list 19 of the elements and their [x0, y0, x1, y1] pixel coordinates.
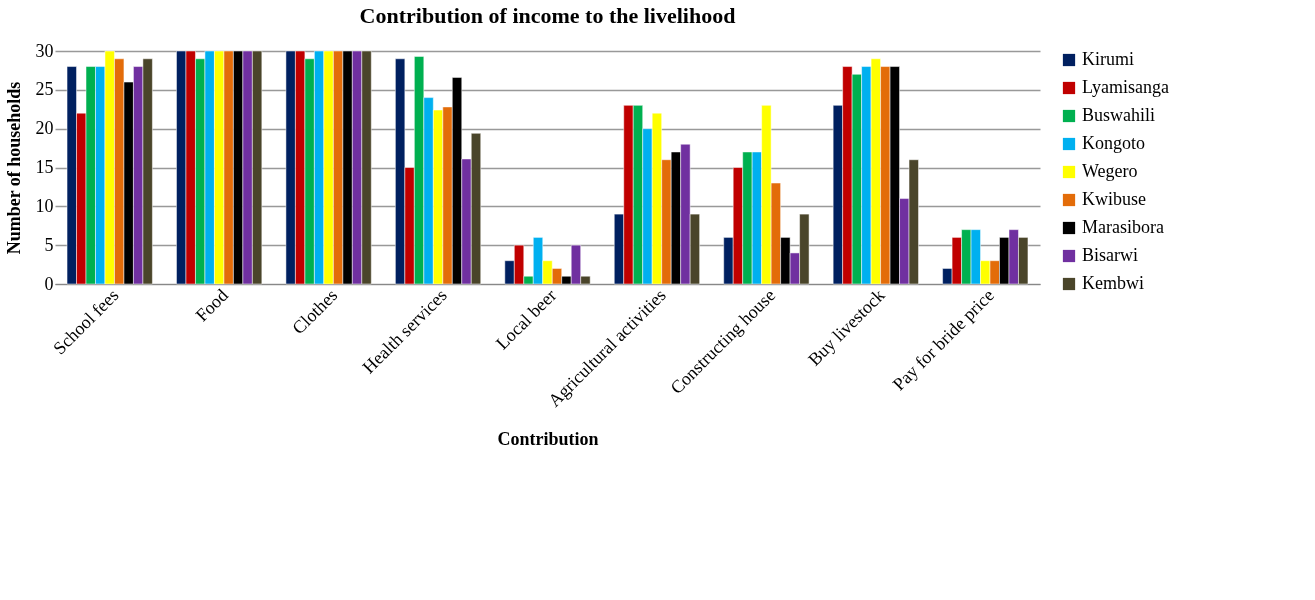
x-axis-title: Contribution — [497, 428, 599, 449]
y-tick-label: 30 — [35, 40, 54, 61]
legend-label: Bisarwi — [1082, 245, 1138, 265]
legend-label: Marasibora — [1082, 217, 1164, 237]
y-tick-label: 0 — [44, 273, 54, 294]
legend-label: Kembwi — [1082, 273, 1144, 293]
y-tick-label: 10 — [35, 195, 54, 216]
chart-title: Contribution of income to the livelihood — [359, 3, 736, 28]
y-tick-label: 5 — [44, 234, 54, 255]
legend-label: Kirumi — [1082, 49, 1134, 69]
y-tick-label: 25 — [35, 79, 54, 100]
legend-label: Buswahili — [1082, 105, 1156, 125]
legend-label: Kongoto — [1082, 133, 1145, 153]
legend-label: Lyamisanga — [1082, 77, 1169, 97]
y-tick-label: 20 — [35, 118, 54, 139]
y-axis-title: Number of households — [3, 81, 24, 255]
legend-label: Wegero — [1082, 161, 1138, 181]
legend-label: Kwibuse — [1082, 189, 1146, 209]
y-tick-label: 15 — [35, 157, 54, 177]
